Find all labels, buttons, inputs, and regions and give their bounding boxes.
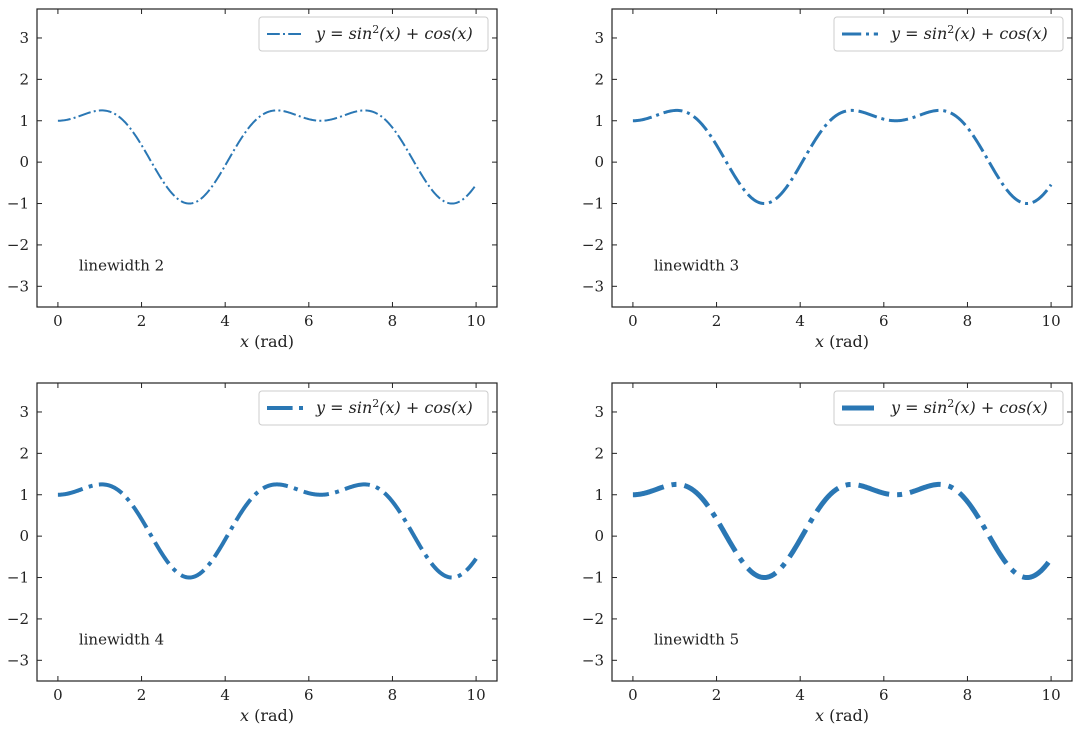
- x-tick-label: 8: [963, 686, 973, 704]
- x-tick-label: 2: [137, 312, 147, 330]
- y-tick-label: 2: [19, 444, 29, 462]
- y-tick-label: −2: [7, 610, 29, 628]
- x-axis-label: x (rad): [240, 332, 294, 351]
- x-axis-label: x (rad): [240, 706, 294, 725]
- axes-frame: [36, 8, 498, 308]
- y-tick-label: 0: [594, 527, 604, 545]
- y-tick-label: 0: [19, 527, 29, 545]
- axes-frame: [611, 382, 1073, 682]
- x-tick-label: 2: [712, 312, 722, 330]
- y-tick-label: −3: [7, 277, 29, 295]
- linewidth-annotation: linewidth 5: [654, 631, 739, 649]
- y-tick-label: 1: [594, 486, 604, 504]
- linewidth-annotation: linewidth 4: [79, 631, 164, 649]
- legend-box: [258, 16, 489, 52]
- y-tick-label: 2: [594, 444, 604, 462]
- series-line: [57, 109, 477, 205]
- x-tick-label: 4: [220, 686, 230, 704]
- axes-frame: [36, 382, 498, 682]
- legend: y = sin2(x) + cos(x): [833, 16, 1064, 52]
- y-tick-label: −1: [582, 569, 604, 587]
- legend-label: y = sin2(x) + cos(x): [315, 23, 473, 44]
- legend-label: y = sin2(x) + cos(x): [890, 23, 1048, 44]
- subplot-4: 0 2 4 6 8 10 −3 −2 −1 0 1 2 3 x (rad) linewidth 5 y = s…: [582, 382, 1073, 725]
- axes-frame: [611, 8, 1073, 308]
- x-tick-label: 0: [628, 686, 638, 704]
- x-tick-label: 6: [304, 686, 314, 704]
- series-line: [56, 482, 478, 580]
- x-tick-label: 6: [304, 312, 314, 330]
- x-tick-label: 10: [467, 686, 486, 704]
- x-axis-label: x (rad): [815, 706, 869, 725]
- y-tick-label: −3: [582, 651, 604, 669]
- legend-box: [258, 390, 489, 426]
- y-tick-label: 3: [19, 403, 29, 421]
- y-tick-label: 0: [594, 153, 604, 171]
- legend-box: [833, 16, 1064, 52]
- y-tick-label: −1: [7, 569, 29, 587]
- y-tick-label: −1: [7, 195, 29, 213]
- subplot-2: 0 2 4 6 8 10 −3 −2 −1 0 1 2 3 x (rad) linewidth 3 y = s…: [582, 8, 1073, 351]
- y-tick-label: −3: [7, 651, 29, 669]
- x-tick-label: 8: [963, 312, 973, 330]
- x-tick-label: 4: [220, 312, 230, 330]
- linewidth-annotation: linewidth 3: [654, 257, 739, 275]
- x-tick-label: 10: [1042, 312, 1061, 330]
- x-tick-label: 10: [1042, 686, 1061, 704]
- y-tick-label: −2: [582, 236, 604, 254]
- linewidth-annotation: linewidth 2: [79, 257, 164, 275]
- x-tick-label: 0: [53, 686, 63, 704]
- legend-label: y = sin2(x) + cos(x): [315, 397, 473, 418]
- y-tick-label: 3: [594, 29, 604, 47]
- y-tick-label: 3: [19, 29, 29, 47]
- y-tick-label: 1: [594, 112, 604, 130]
- legend-label: y = sin2(x) + cos(x): [890, 397, 1048, 418]
- x-tick-label: 2: [712, 686, 722, 704]
- x-tick-label: 6: [879, 312, 889, 330]
- x-tick-label: 2: [137, 686, 147, 704]
- x-tick-label: 4: [795, 686, 805, 704]
- y-tick-label: 1: [19, 112, 29, 130]
- x-tick-label: 0: [628, 312, 638, 330]
- subplot-3: 0 2 4 6 8 10 −3 −2 −1 0 1 2 3 x (rad) linewidth 4 y = s…: [7, 382, 498, 725]
- series-line: [631, 481, 1054, 581]
- x-tick-label: 4: [795, 312, 805, 330]
- legend: y = sin2(x) + cos(x): [258, 390, 489, 426]
- y-tick-label: 1: [19, 486, 29, 504]
- series-line: [632, 108, 1053, 206]
- x-tick-label: 10: [467, 312, 486, 330]
- y-tick-label: 2: [594, 70, 604, 88]
- y-tick-label: −1: [582, 195, 604, 213]
- y-tick-label: 2: [19, 70, 29, 88]
- x-axis-label: x (rad): [815, 332, 869, 351]
- y-tick-label: 0: [19, 153, 29, 171]
- x-tick-label: 8: [388, 312, 398, 330]
- subplot-1: 0 2 4 6 8 10 −3 −2 −1 0 1 2 3 x (rad) linewidth 2 y = s…: [7, 8, 498, 351]
- y-tick-label: −3: [582, 277, 604, 295]
- y-tick-label: −2: [582, 610, 604, 628]
- y-tick-label: −2: [7, 236, 29, 254]
- y-tick-label: 3: [594, 403, 604, 421]
- legend: y = sin2(x) + cos(x): [833, 390, 1064, 426]
- legend: y = sin2(x) + cos(x): [258, 16, 489, 52]
- legend-box: [833, 390, 1064, 426]
- x-tick-label: 8: [388, 686, 398, 704]
- x-tick-label: 0: [53, 312, 63, 330]
- x-tick-label: 6: [879, 686, 889, 704]
